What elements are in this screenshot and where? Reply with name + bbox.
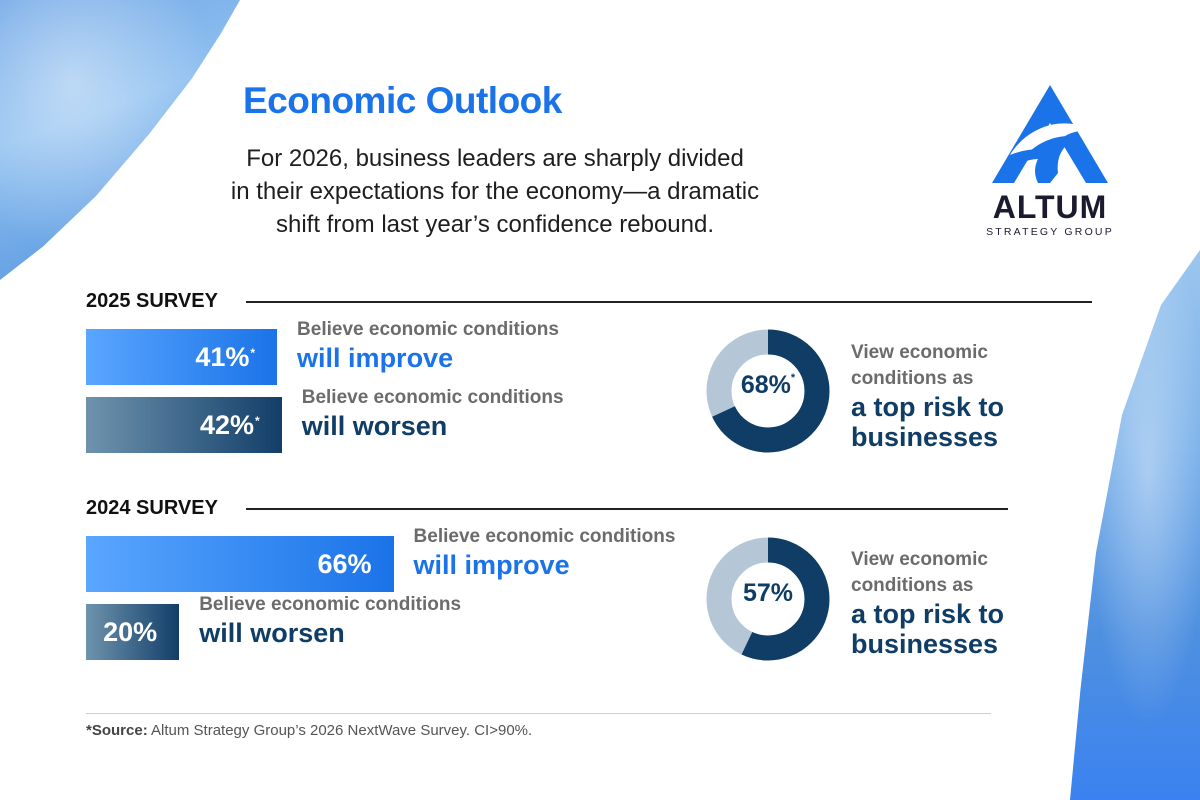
donut-value-arc	[706, 537, 830, 661]
risk-caption-line: View economic	[851, 549, 988, 570]
caption-2025-improve-top: Believe economic conditions	[297, 319, 559, 340]
risk-caption-line: businesses	[851, 422, 999, 452]
risk-caption-line: conditions as	[851, 575, 974, 596]
risk-caption-line: conditions as	[851, 368, 974, 389]
donut-value-label: 68%*	[706, 371, 830, 400]
donut-2024-top-risk: 57%	[706, 537, 830, 661]
donut-chart-svg	[706, 329, 830, 453]
ocean-wave-decoration-right	[1070, 250, 1200, 800]
altum-logo: ® ALTUM STRATEGY GROUP	[980, 85, 1120, 238]
section-rule-2024	[246, 508, 1008, 510]
source-footnote: *Source: Altum Strategy Group’s 2026 Nex…	[86, 722, 532, 739]
bar-2025-worsen: 42% *	[86, 397, 282, 453]
bar-value-label: 42%	[200, 409, 255, 440]
bar-2024-worsen: 20%	[86, 604, 180, 660]
subtitle-line: shift from last year’s confidence reboun…	[275, 211, 714, 238]
section-heading-2025: 2025 SURVEY	[86, 290, 218, 312]
page-title: Economic Outlook	[243, 80, 562, 121]
donut-percent: 57%	[742, 579, 794, 607]
bar-value-label: 41%	[195, 341, 250, 372]
caption-2025-worsen-main: will worsen	[301, 411, 448, 441]
caption-2024-worsen-main: will worsen	[199, 618, 345, 648]
logo-tagline: STRATEGY GROUP	[986, 226, 1114, 238]
caption-2025-improve-main: will improve	[297, 343, 454, 373]
logo-wordmark: ALTUM	[992, 189, 1108, 225]
registered-mark: ®	[1090, 173, 1097, 183]
donut-chart-svg	[706, 537, 830, 661]
footnote-mark: *	[250, 346, 256, 360]
donut-value-arc	[706, 329, 830, 453]
caption-2024-worsen-top: Believe economic conditions	[199, 594, 462, 615]
risk-caption-2025-top: View economic conditions as	[851, 340, 988, 392]
section-rule-2025	[246, 301, 1092, 303]
bar-value-label: 66%	[317, 548, 372, 579]
donut-2025-top-risk: 68%*	[706, 329, 830, 453]
risk-caption-2024-main: a top risk to businesses	[851, 599, 1004, 659]
page-subtitle: For 2026, business leaders are sharply d…	[160, 142, 830, 241]
risk-caption-2025-main: a top risk to businesses	[851, 392, 1004, 452]
source-label: *Source:	[86, 722, 148, 739]
donut-value-label: 57%	[706, 579, 830, 608]
risk-caption-line: a top risk to	[851, 392, 1005, 422]
bar-value-label: 20%	[103, 616, 158, 647]
risk-caption-2024-top: View economic conditions as	[851, 547, 988, 599]
donut-percent: 68%	[740, 371, 791, 399]
footnote-mark: *	[790, 371, 796, 384]
risk-caption-line: a top risk to	[851, 599, 1005, 629]
risk-caption-line: businesses	[851, 629, 999, 659]
section-heading-2024: 2024 SURVEY	[86, 497, 218, 519]
subtitle-line: in their expectations for the economy—a …	[230, 178, 760, 205]
footnote-mark: *	[255, 414, 260, 428]
source-text: Altum Strategy Group’s 2026 NextWave Sur…	[147, 722, 533, 739]
bar-2025-improve: 41% *	[86, 329, 278, 385]
caption-2024-improve-main: will improve	[413, 550, 570, 580]
caption-2024-improve-top: Believe economic conditions	[413, 526, 676, 547]
footer-divider	[86, 713, 991, 714]
caption-2025-worsen-top: Believe economic conditions	[301, 387, 564, 408]
bar-2024-improve: 66%	[86, 536, 394, 592]
subtitle-line: For 2026, business leaders are sharply d…	[246, 145, 744, 172]
altum-mountain-wave-icon	[992, 85, 1108, 183]
risk-caption-line: View economic	[851, 342, 988, 363]
